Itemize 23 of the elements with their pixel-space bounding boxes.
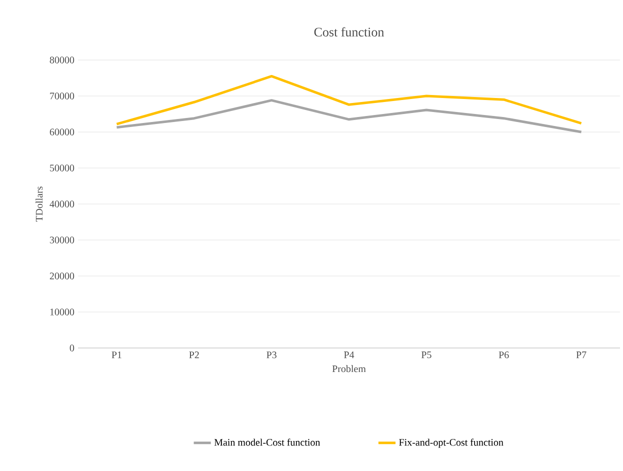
x-tick-label: P2 [189, 352, 199, 358]
y-tick-label: 0 [70, 344, 74, 352]
line-series [115, 74, 583, 126]
y-tick-label: 60000 [50, 128, 74, 136]
y-tick-label: 50000 [50, 164, 74, 172]
y-axis-title: TDollars [36, 186, 43, 222]
x-tick-label: P7 [576, 352, 586, 358]
x-tick-label: P3 [266, 352, 276, 358]
y-tick-label: 40000 [50, 200, 74, 208]
y-tick-label: 10000 [50, 308, 74, 316]
y-tick-label: 70000 [50, 92, 74, 100]
line-series [115, 99, 583, 134]
x-tick-label: P6 [498, 352, 509, 358]
x-tick-label: P4 [344, 352, 354, 358]
x-axis-title: Problem [332, 365, 366, 372]
chart-title: Cost function [314, 27, 384, 36]
x-tick-label: P5 [421, 352, 432, 358]
y-tick-label: 80000 [50, 56, 74, 64]
y-tick-label: 20000 [50, 272, 74, 280]
y-tick-label: 30000 [50, 236, 74, 244]
legend-label: Main model-Cost function [214, 438, 320, 446]
legend-label: Fix-and-opt-Cost function [399, 438, 504, 448]
x-tick-label: P1 [112, 352, 122, 358]
